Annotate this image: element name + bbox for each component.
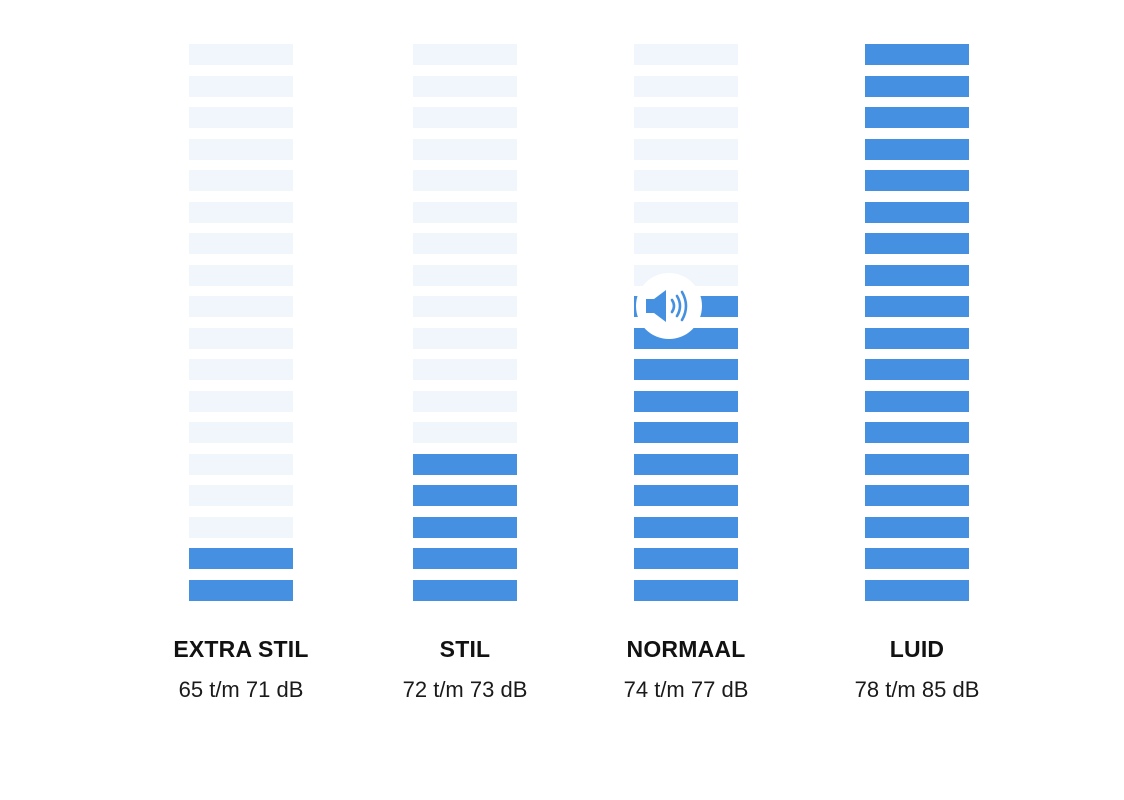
bar-segment-inactive	[189, 485, 293, 506]
bar-segment-inactive	[189, 44, 293, 65]
level-column-extra-stil: EXTRA STIL 65 t/m 71 dB	[121, 0, 361, 720]
bar-segment-active	[413, 548, 517, 569]
level-title: STIL	[439, 636, 491, 662]
bar-segment-inactive	[189, 453, 293, 475]
bar-segment-inactive	[413, 264, 517, 286]
bar-segment-inactive	[634, 138, 738, 160]
level-range: 78 t/m 85 dB	[854, 677, 980, 702]
bar-segment-active	[634, 390, 738, 412]
bar-segment-inactive	[189, 201, 293, 223]
bar-segment-active	[865, 453, 969, 475]
bar-segment-active	[865, 327, 969, 349]
bar-segment-inactive	[413, 233, 517, 254]
bar-segment-inactive	[413, 170, 517, 191]
level-column-stil: STIL 72 t/m 73 dB	[345, 0, 585, 720]
bar-segment-active	[413, 453, 517, 475]
bar-segment-inactive	[413, 390, 517, 412]
bar-segment-inactive	[189, 296, 293, 317]
level-bar	[865, 44, 969, 601]
bar-segment-active	[634, 359, 738, 380]
bar-segment-inactive	[189, 170, 293, 191]
bar-segment-inactive	[634, 170, 738, 191]
bar-segment-inactive	[634, 107, 738, 128]
bar-segment-active	[865, 264, 969, 286]
bar-segment-inactive	[189, 233, 293, 254]
bar-segment-active	[865, 359, 969, 380]
bar-segment-inactive	[413, 422, 517, 443]
bar-segment-inactive	[413, 75, 517, 97]
bar-segment-active	[865, 107, 969, 128]
bar-segment-inactive	[413, 296, 517, 317]
bar-segment-inactive	[413, 138, 517, 160]
bar-segment-active	[634, 453, 738, 475]
bar-segment-active	[634, 485, 738, 506]
bar-segment-active	[865, 485, 969, 506]
bar-segment-inactive	[413, 327, 517, 349]
level-title: EXTRA STIL	[173, 636, 309, 662]
bar-segment-inactive	[189, 359, 293, 380]
bar-segment-active	[413, 516, 517, 538]
level-column-normaal: NORMAAL 74 t/m 77 dB	[566, 0, 806, 720]
bar-segment-active	[865, 138, 969, 160]
level-range: 72 t/m 73 dB	[402, 677, 528, 702]
bar-segment-inactive	[634, 201, 738, 223]
bar-segment-active	[189, 548, 293, 569]
level-range: 65 t/m 71 dB	[178, 677, 304, 702]
speaker-volume-icon	[636, 273, 702, 339]
bar-segment-inactive	[413, 359, 517, 380]
bar-segment-inactive	[189, 264, 293, 286]
bar-segment-inactive	[634, 75, 738, 97]
bar-segment-active	[413, 579, 517, 601]
level-title: NORMAAL	[626, 636, 746, 662]
level-range: 74 t/m 77 dB	[623, 677, 749, 702]
bar-segment-active	[865, 296, 969, 317]
bar-segment-active	[865, 233, 969, 254]
bar-segment-inactive	[189, 327, 293, 349]
bar-segment-active	[865, 170, 969, 191]
bar-segment-inactive	[413, 107, 517, 128]
level-bar	[189, 44, 293, 601]
bar-segment-inactive	[634, 44, 738, 65]
bar-segment-active	[413, 485, 517, 506]
bar-segment-inactive	[189, 422, 293, 443]
bar-segment-active	[865, 516, 969, 538]
bar-segment-inactive	[189, 390, 293, 412]
bar-segment-active	[189, 579, 293, 601]
level-bar	[413, 44, 517, 601]
bar-segment-inactive	[189, 138, 293, 160]
level-title: LUID	[889, 636, 945, 662]
bar-segment-active	[865, 44, 969, 65]
bar-segment-inactive	[189, 107, 293, 128]
bar-segment-inactive	[189, 516, 293, 538]
bar-segment-active	[865, 579, 969, 601]
bar-segment-active	[865, 75, 969, 97]
bar-segment-active	[865, 422, 969, 443]
level-column-luid: LUID 78 t/m 85 dB	[797, 0, 1037, 720]
bar-segment-active	[865, 548, 969, 569]
bar-segment-active	[634, 579, 738, 601]
bar-segment-active	[865, 390, 969, 412]
bar-segment-inactive	[634, 233, 738, 254]
bar-segment-active	[634, 422, 738, 443]
bar-segment-inactive	[413, 201, 517, 223]
bar-segment-active	[865, 201, 969, 223]
bar-segment-active	[634, 516, 738, 538]
bar-segment-inactive	[413, 44, 517, 65]
bar-segment-active	[634, 548, 738, 569]
bar-segment-inactive	[189, 75, 293, 97]
